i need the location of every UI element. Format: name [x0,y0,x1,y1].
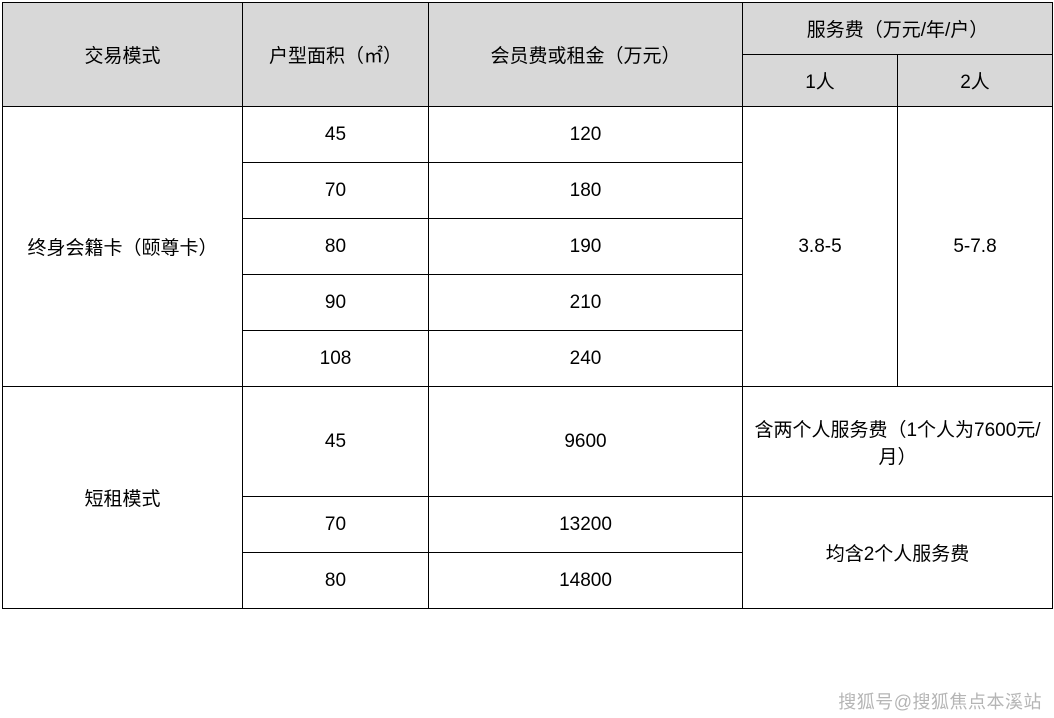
cell-service-2p: 5-7.8 [898,107,1053,387]
cell-fee: 240 [429,331,743,387]
th-service-fee-group: 服务费（万元/年/户） [743,3,1053,55]
cell-fee: 190 [429,219,743,275]
cell-area: 80 [243,553,429,609]
th-two-person: 2人 [898,55,1053,107]
cell-fee: 120 [429,107,743,163]
cell-area: 90 [243,275,429,331]
cell-fee: 210 [429,275,743,331]
watermark-text: 搜狐号@搜狐焦点本溪站 [838,688,1042,714]
cell-fee: 9600 [429,387,743,497]
table-row: 终身会籍卡（颐尊卡） 45 120 3.8-5 5-7.8 [3,107,1053,163]
cell-service-1p: 3.8-5 [743,107,898,387]
cell-shortterm-note2: 均含2个人服务费 [743,497,1053,609]
cell-lifetime-label: 终身会籍卡（颐尊卡） [3,107,243,387]
cell-area: 45 [243,387,429,497]
cell-area: 80 [243,219,429,275]
cell-area: 70 [243,497,429,553]
cell-area: 70 [243,163,429,219]
table-row: 短租模式 45 9600 含两个人服务费（1个人为7600元/月） [3,387,1053,497]
cell-area: 108 [243,331,429,387]
th-fee-or-rent: 会员费或租金（万元） [429,3,743,107]
cell-shortterm-label: 短租模式 [3,387,243,609]
th-one-person: 1人 [743,55,898,107]
pricing-table: 交易模式 户型面积（㎡） 会员费或租金（万元） 服务费（万元/年/户） 1人 2… [2,2,1053,609]
th-transaction-mode: 交易模式 [3,3,243,107]
th-area: 户型面积（㎡） [243,3,429,107]
cell-fee: 13200 [429,497,743,553]
cell-area: 45 [243,107,429,163]
cell-shortterm-note1: 含两个人服务费（1个人为7600元/月） [743,387,1053,497]
cell-fee: 180 [429,163,743,219]
cell-fee: 14800 [429,553,743,609]
